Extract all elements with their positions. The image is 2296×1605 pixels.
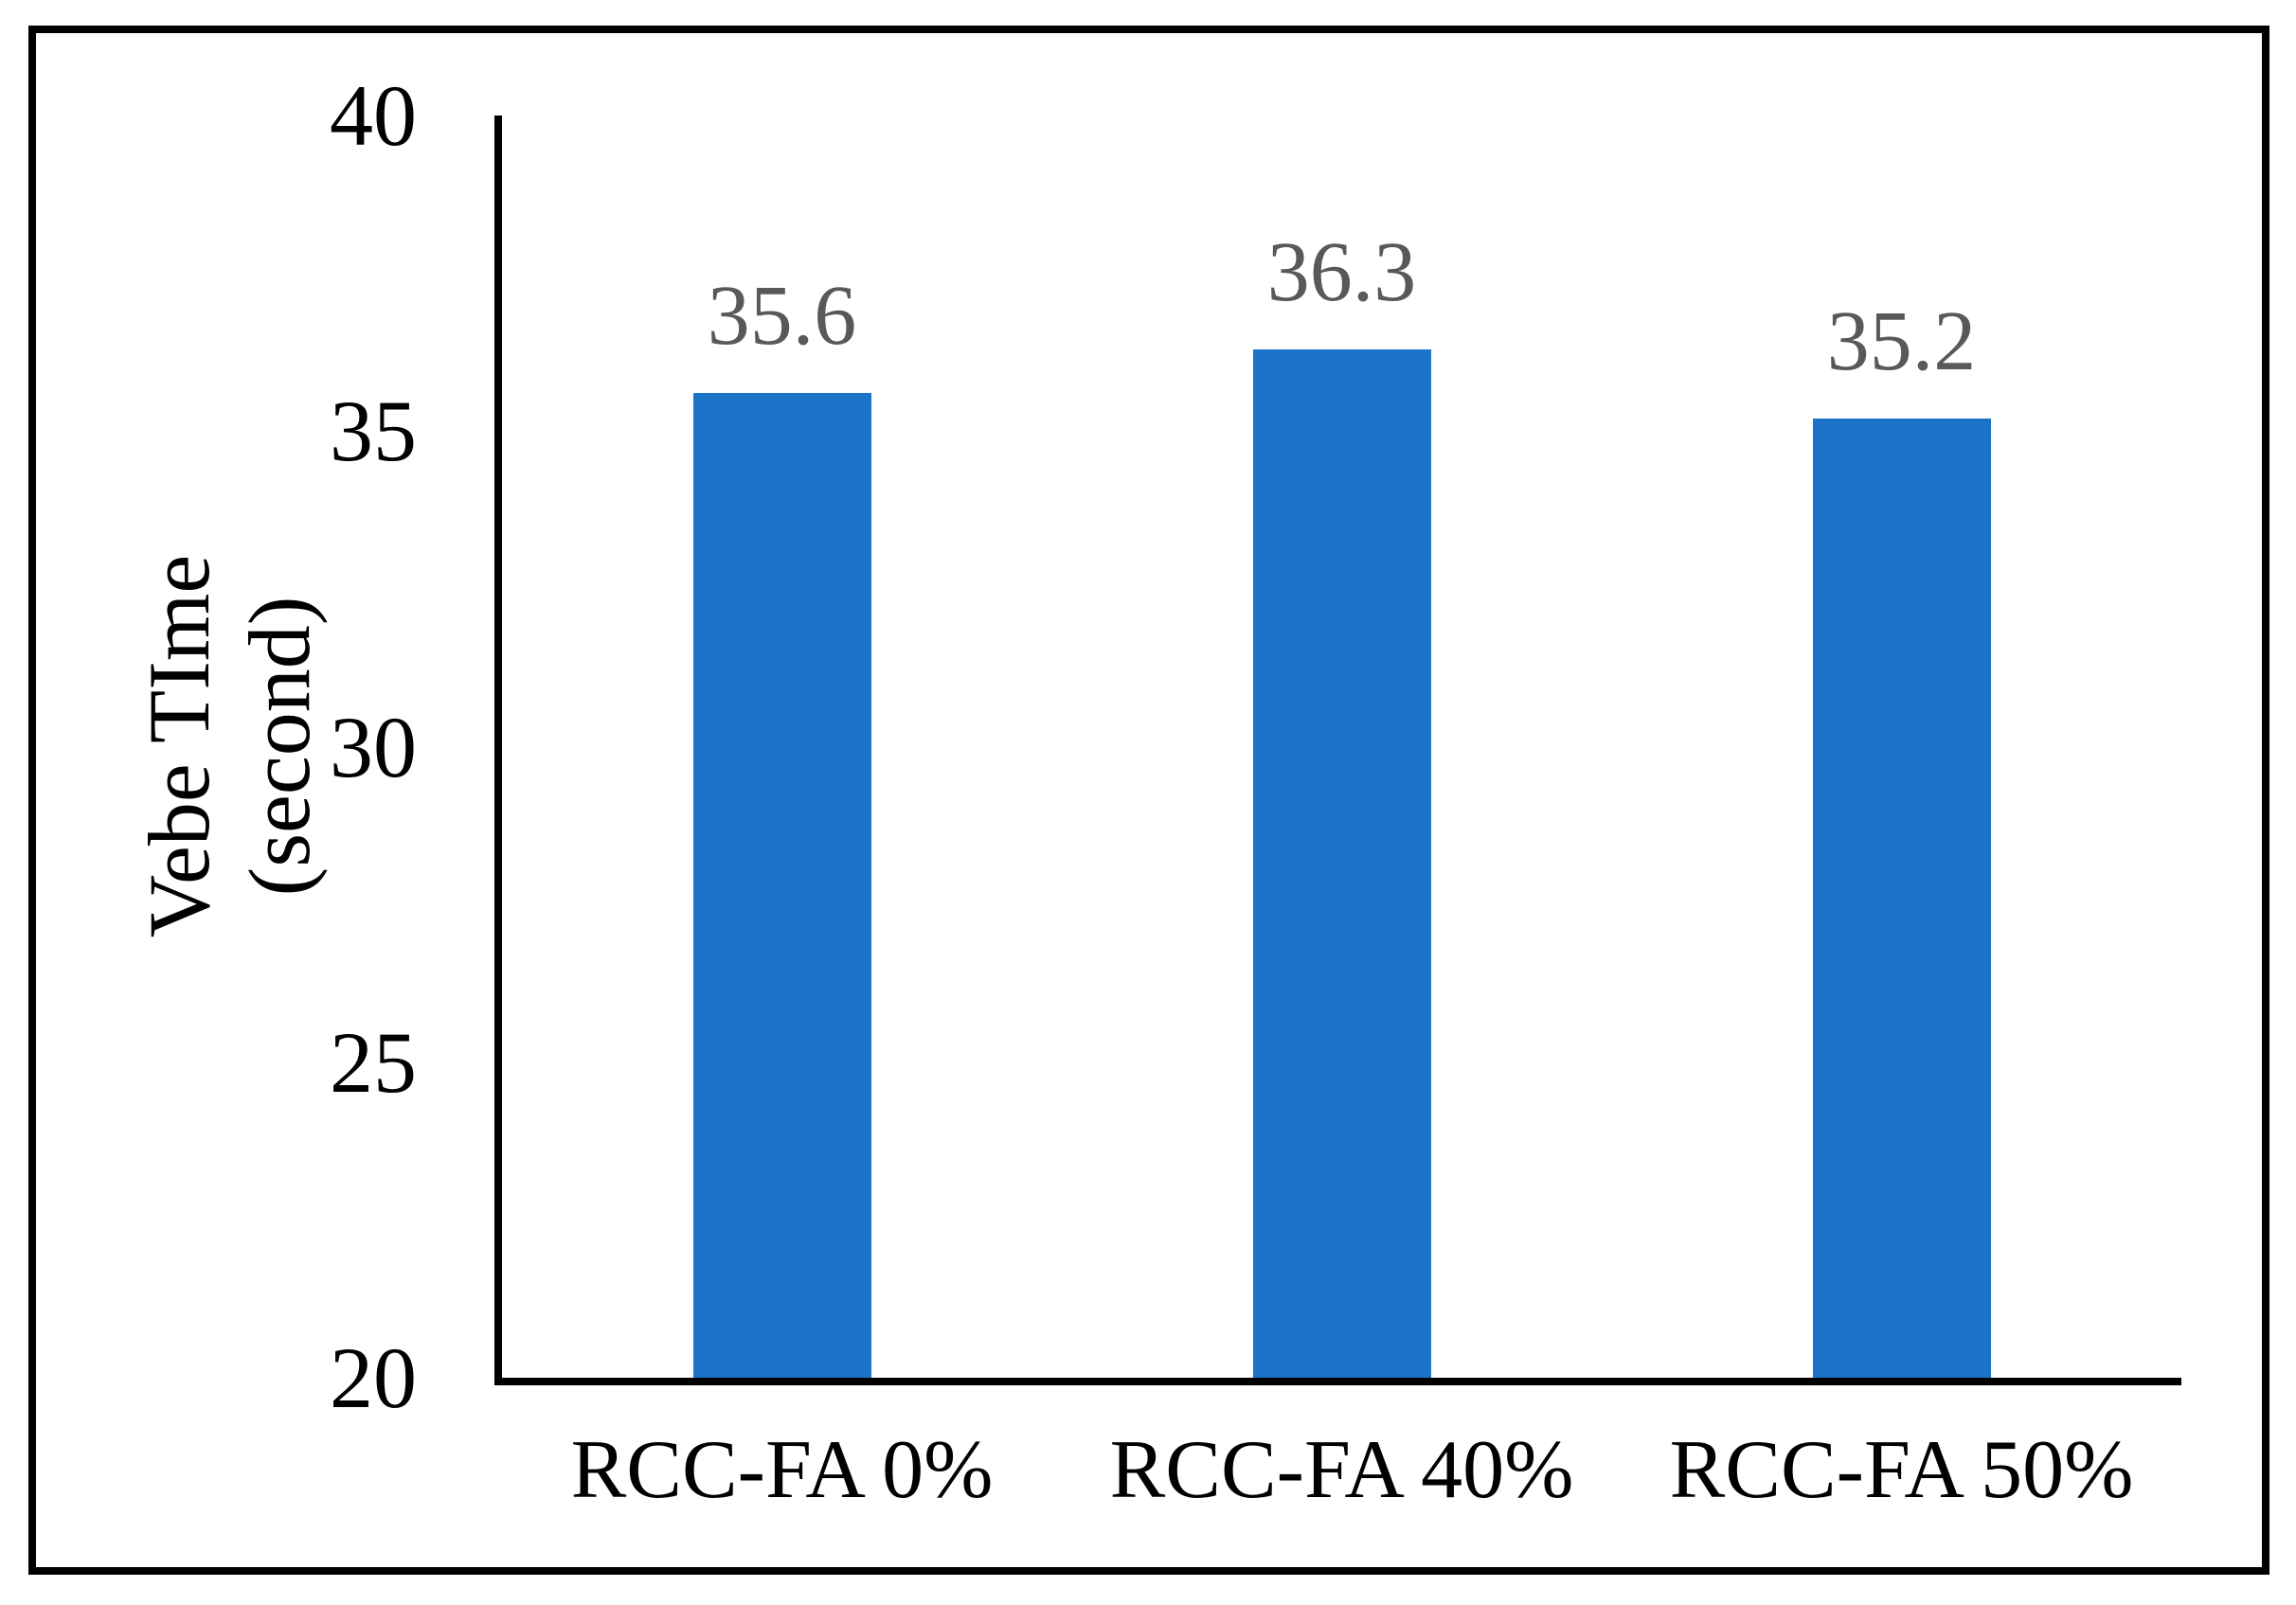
bar-slot: 35.6 <box>502 116 1062 1378</box>
bar-slot: 35.2 <box>1622 116 2181 1378</box>
y-tick-label: 35 <box>330 383 417 480</box>
bar-value-label: 36.3 <box>1266 224 1417 319</box>
bar <box>1812 418 1991 1378</box>
y-tick-label: 20 <box>330 1329 417 1426</box>
x-category-label: RCC-FA 50% <box>1669 1424 2134 1516</box>
y-tick-label: 40 <box>330 67 417 164</box>
y-tick-labels: 20 25 30 35 40 <box>0 72 417 1421</box>
x-category-label: RCC-FA 40% <box>1109 1424 1574 1516</box>
y-tick-label: 25 <box>330 1013 417 1111</box>
bar <box>1252 348 1431 1378</box>
x-category-label: RCC-FA 0% <box>570 1424 994 1516</box>
plot-area: 35.6 36.3 35.2 <box>494 116 2181 1385</box>
bars-row: 35.6 36.3 35.2 <box>502 116 2181 1378</box>
chart-border-frame <box>28 26 2269 1575</box>
x-labels-row: RCC-FA 0% RCC-FA 40% RCC-FA 50% <box>502 1424 2181 1517</box>
bar-value-label: 35.6 <box>707 269 857 364</box>
bar <box>692 393 871 1378</box>
bar-value-label: 35.2 <box>1826 294 1977 388</box>
y-tick-label: 30 <box>330 698 417 795</box>
bar-slot: 36.3 <box>1062 116 1622 1378</box>
